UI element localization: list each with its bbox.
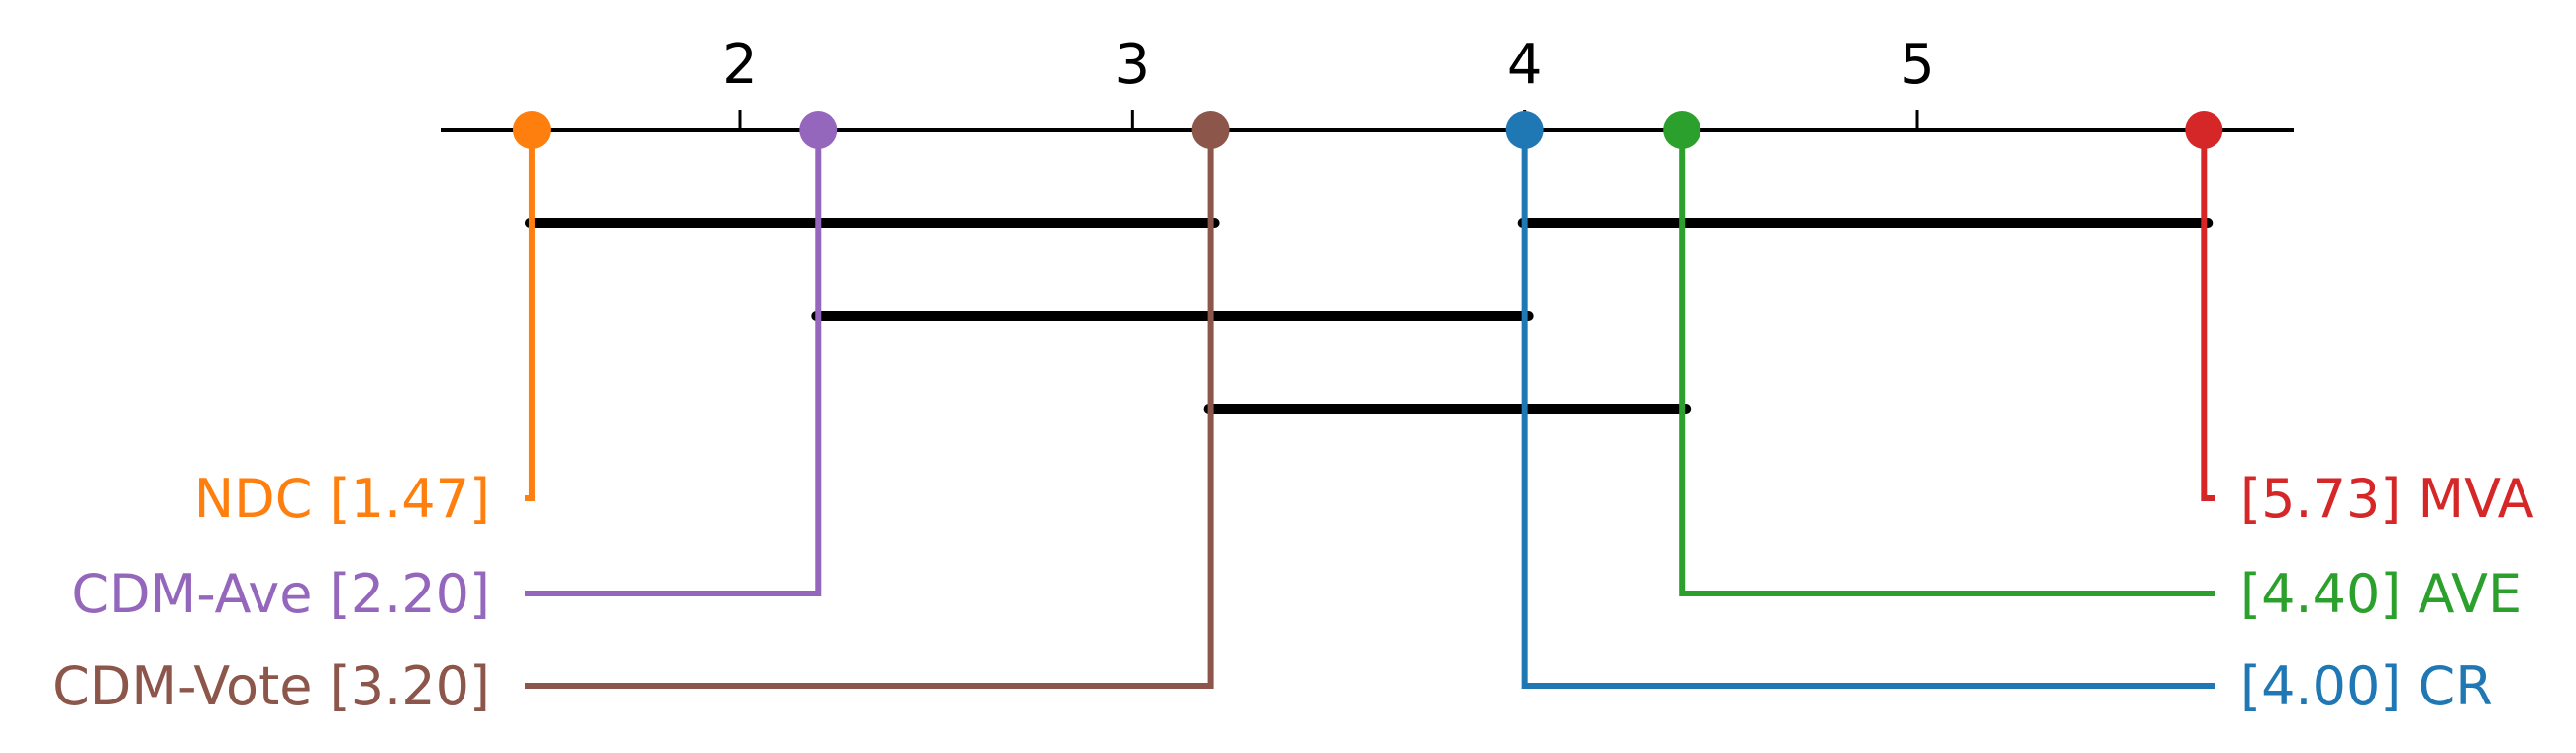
method-label-mva: [5.73] MVA bbox=[2240, 468, 2534, 530]
tick-label: 3 bbox=[1115, 33, 1151, 97]
rank-marker-cdm-vote bbox=[1191, 111, 1230, 149]
rank-marker-cr bbox=[1505, 111, 1544, 149]
connector-cr bbox=[1521, 130, 2215, 689]
method-label-cdm-vote: CDM-Vote [3.20] bbox=[52, 655, 490, 717]
rank-markers bbox=[512, 111, 2223, 149]
axis-ticks: 2 3 4 5 bbox=[722, 33, 1935, 130]
tick-label: 2 bbox=[722, 33, 758, 97]
method-label-ave: [4.40] AVE bbox=[2240, 563, 2522, 625]
method-labels: NDC [1.47] CDM-Ave [2.20] CDM-Vote [3.20] [… bbox=[52, 468, 2534, 717]
connector-mva bbox=[2201, 130, 2215, 501]
connector-cdm-vote bbox=[525, 130, 1214, 689]
rank-marker-mva bbox=[2185, 111, 2223, 149]
tick-label: 5 bbox=[1900, 33, 1935, 97]
method-label-cdm-ave: CDM-Ave [2.20] bbox=[71, 563, 490, 625]
connector-ave bbox=[1679, 130, 2215, 596]
rank-marker-ave bbox=[1663, 111, 1701, 149]
clique-bars bbox=[524, 218, 2214, 414]
connector-ndc bbox=[525, 130, 535, 501]
tick-label: 4 bbox=[1507, 33, 1543, 97]
rank-marker-ndc bbox=[512, 111, 551, 149]
method-label-ndc: NDC [1.47] bbox=[194, 468, 490, 530]
connector-cdm-ave bbox=[525, 130, 822, 596]
method-label-cr: [4.00] CR bbox=[2240, 655, 2493, 717]
rank-marker-cdm-ave bbox=[799, 111, 838, 149]
method-connectors bbox=[525, 130, 2215, 689]
